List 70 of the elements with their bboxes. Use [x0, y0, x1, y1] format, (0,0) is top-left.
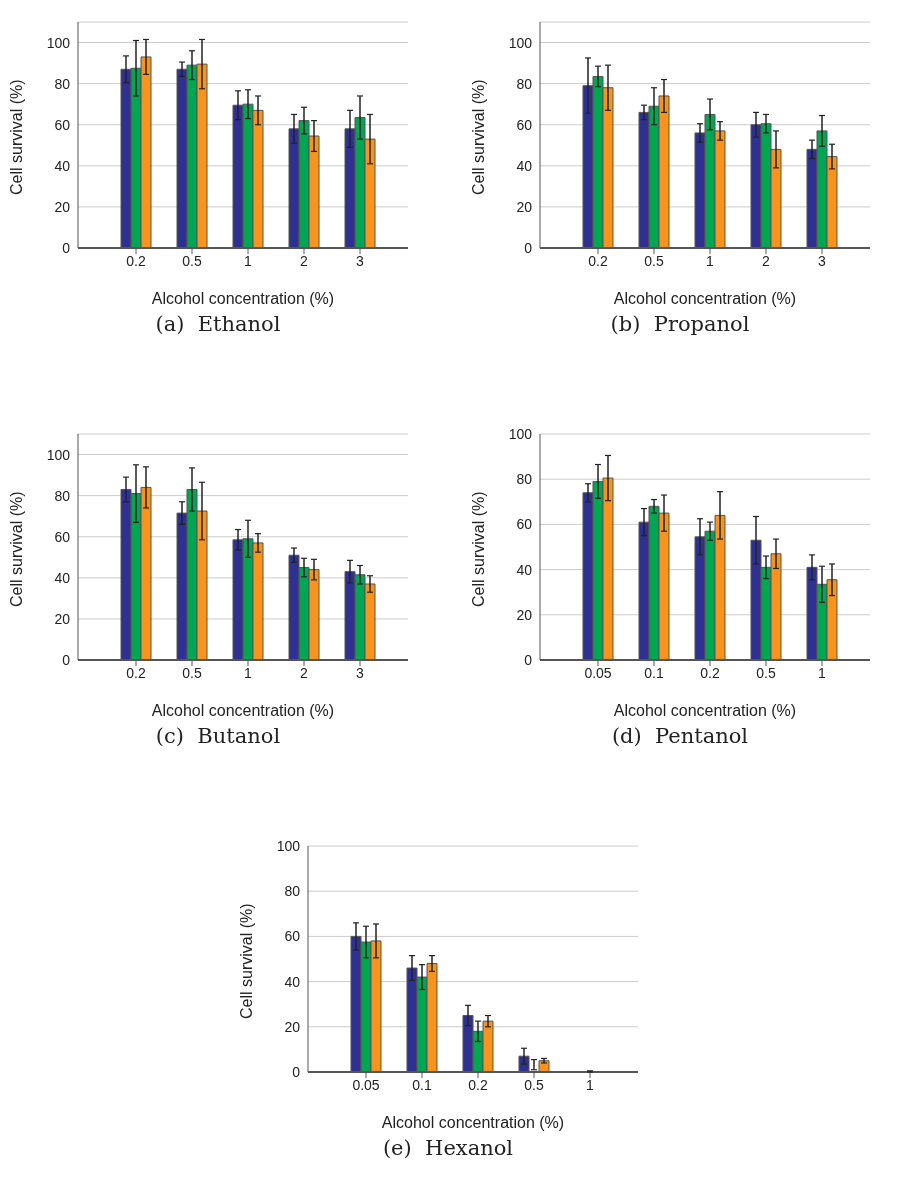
- text: (a) Ethanol: [154, 312, 282, 336]
- y-tick-label: 60: [284, 928, 301, 945]
- y-tick-label: 0: [524, 651, 533, 668]
- x-tick-label: 0.5: [756, 664, 776, 681]
- y-tick-label: 60: [54, 116, 71, 133]
- y-tick-label: 20: [516, 606, 533, 623]
- x-axis-title: Alcohol concentration (%): [613, 290, 797, 307]
- y-tick-label: 100: [46, 34, 71, 51]
- x-axis-title: Alcohol concentration (%): [151, 290, 335, 307]
- x-tick-label: 0.2: [588, 252, 608, 269]
- y-axis-title: Cell survival (%): [7, 79, 25, 195]
- y-tick-label: 40: [54, 569, 71, 586]
- y-tick-label: 80: [516, 471, 533, 488]
- y-tick-label: 60: [516, 116, 533, 133]
- y-tick-label: 40: [516, 561, 533, 578]
- x-tick-label: 0.05: [584, 664, 612, 681]
- y-tick-label: 80: [54, 75, 71, 92]
- y-tick-label: 40: [54, 157, 71, 174]
- text: (c) Butanol: [154, 724, 282, 748]
- y-tick-label: 20: [516, 198, 533, 215]
- x-tick-label: 1: [706, 252, 715, 269]
- y-tick-label: 100: [276, 837, 301, 854]
- y-axis-title: Cell survival (%): [237, 903, 255, 1019]
- y-tick-label: 20: [54, 198, 71, 215]
- text: (b) Propanol: [609, 312, 751, 336]
- y-tick-label: 60: [54, 528, 71, 545]
- x-tick-label: 1: [586, 1076, 595, 1093]
- y-tick-label: 100: [508, 425, 533, 442]
- text: (e) Hexanol: [381, 1136, 515, 1160]
- y-axis-title: Cell survival (%): [7, 491, 25, 607]
- x-tick-label: 0.2: [126, 252, 146, 269]
- y-axis-title: Cell survival (%): [469, 491, 487, 607]
- y-tick-label: 0: [62, 239, 71, 256]
- y-axis-title: Cell survival (%): [469, 79, 487, 195]
- text: (d) Pentanol: [610, 724, 750, 748]
- x-tick-label: 2: [300, 664, 309, 681]
- x-tick-label: 0.5: [182, 664, 202, 681]
- x-tick-label: 0.5: [644, 252, 664, 269]
- y-tick-label: 40: [516, 157, 533, 174]
- x-tick-label: 0.1: [412, 1076, 432, 1093]
- y-tick-label: 0: [524, 239, 533, 256]
- x-tick-label: 0.2: [700, 664, 720, 681]
- x-axis-title: Alcohol concentration (%): [381, 1114, 565, 1131]
- x-axis-title: Alcohol concentration (%): [613, 702, 797, 719]
- y-tick-label: 80: [284, 883, 301, 900]
- x-tick-label: 0.05: [352, 1076, 380, 1093]
- x-tick-label: 3: [818, 252, 827, 269]
- y-tick-label: 100: [46, 446, 71, 463]
- y-tick-label: 60: [516, 516, 533, 533]
- x-tick-label: 0.5: [182, 252, 202, 269]
- y-tick-label: 80: [516, 75, 533, 92]
- x-tick-label: 3: [356, 252, 365, 269]
- y-tick-label: 80: [54, 487, 71, 504]
- x-tick-label: 1: [244, 664, 253, 681]
- x-tick-label: 0.2: [126, 664, 146, 681]
- y-tick-label: 0: [62, 651, 71, 668]
- x-tick-label: 0.1: [644, 664, 664, 681]
- y-tick-label: 20: [54, 610, 71, 627]
- x-tick-label: 1: [244, 252, 253, 269]
- y-tick-label: 20: [284, 1018, 301, 1035]
- x-axis-title: Alcohol concentration (%): [151, 702, 335, 719]
- x-tick-label: 0.5: [524, 1076, 544, 1093]
- y-tick-label: 40: [284, 973, 301, 990]
- x-tick-label: 1: [818, 664, 827, 681]
- x-tick-label: 2: [300, 252, 309, 269]
- y-tick-label: 100: [508, 34, 533, 51]
- x-tick-label: 3: [356, 664, 365, 681]
- y-tick-label: 0: [292, 1063, 301, 1080]
- x-tick-label: 0.2: [468, 1076, 488, 1093]
- x-tick-label: 2: [762, 252, 771, 269]
